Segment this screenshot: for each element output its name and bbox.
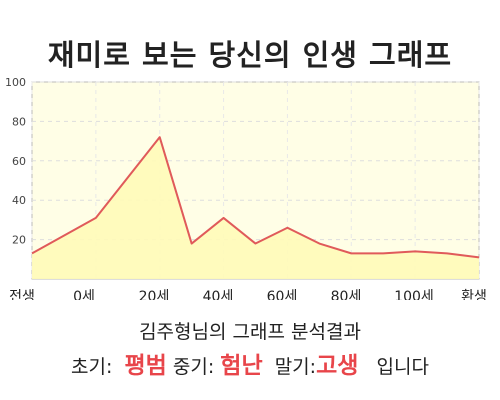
grid-lines bbox=[31, 81, 480, 279]
x-axis-ticks: 전생 0세 20세 40세 60세 80세 100세 환생 bbox=[9, 289, 487, 300]
y-tick-label: 100 bbox=[5, 76, 26, 89]
x-tick-label: 40세 bbox=[203, 289, 234, 300]
y-tick-label: 80 bbox=[12, 115, 26, 128]
early-value: 평범 bbox=[124, 353, 167, 379]
x-tick-label: 80세 bbox=[331, 289, 362, 300]
middle-label: 중기: bbox=[172, 356, 215, 378]
x-tick-label: 0세 bbox=[73, 289, 95, 300]
area-layer bbox=[31, 136, 480, 279]
x-tick-label: 100세 bbox=[394, 289, 434, 300]
x-tick-label: 20세 bbox=[139, 289, 170, 300]
series-area bbox=[32, 137, 479, 279]
life-graph-chart: 20 40 60 80 100 전생 0세 20세 40세 60세 80세 100세 환생 bbox=[5, 76, 487, 300]
y-axis-ticks: 20 40 60 80 100 bbox=[5, 76, 26, 247]
ending-text: 입니다 bbox=[376, 356, 429, 378]
late-value: 고생 bbox=[316, 353, 359, 379]
x-tick-label: 전생 bbox=[9, 289, 35, 300]
chart-title: 재미로 보는 당신의 인생 그래프 bbox=[47, 38, 453, 72]
analysis-summary: 초기: 평범 중기: 험난 말기:고생 입니다 bbox=[0, 346, 500, 380]
y-tick-label: 60 bbox=[12, 155, 26, 168]
early-label: 초기: bbox=[71, 356, 113, 378]
x-tick-label: 환생 bbox=[461, 289, 487, 300]
series-line bbox=[31, 136, 480, 259]
middle-value: 험난 bbox=[220, 353, 263, 379]
x-tick-label: 60세 bbox=[267, 289, 298, 300]
late-label: 말기: bbox=[274, 356, 317, 378]
y-tick-label: 40 bbox=[12, 194, 26, 207]
y-tick-label: 20 bbox=[12, 234, 26, 247]
analysis-subtitle: 김주형님의 그래프 분석결과 bbox=[139, 321, 361, 343]
